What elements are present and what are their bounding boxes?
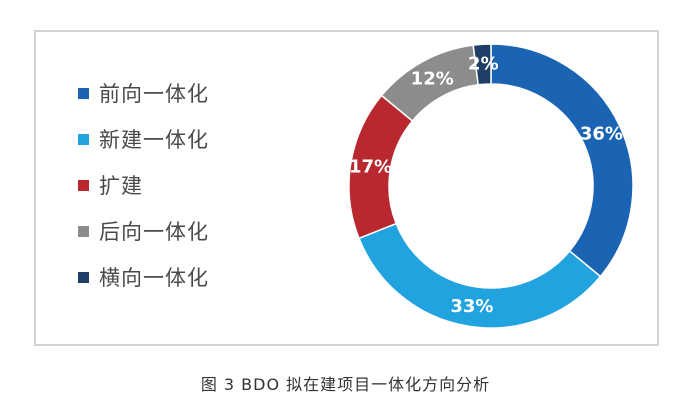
- data-label: 33%: [450, 296, 493, 317]
- data-label: 12%: [411, 69, 454, 90]
- legend-swatch: [78, 225, 89, 237]
- legend-item: 横向一体化: [78, 254, 209, 300]
- legend-swatch: [78, 133, 89, 145]
- legend-swatch: [78, 179, 89, 191]
- donut-slice: [472, 43, 492, 86]
- chart-legend: 前向一体化新建一体化扩建后向一体化横向一体化: [78, 70, 209, 300]
- legend-item: 扩建: [78, 162, 209, 208]
- data-label: 2%: [468, 54, 499, 75]
- donut-slice: [490, 43, 634, 278]
- figure-caption: 图 3 BDO 拟在建项目一体化方向分析: [200, 375, 491, 394]
- legend-label: 后向一体化: [99, 220, 209, 244]
- legend-label: 新建一体化: [99, 128, 209, 152]
- legend-swatch: [78, 87, 89, 99]
- legend-item: 新建一体化: [78, 116, 209, 162]
- data-label: 36%: [580, 124, 623, 145]
- donut-chart: 36% 33% 17% 12% 2%: [348, 43, 634, 329]
- legend-label: 前向一体化: [99, 82, 209, 106]
- legend-label: 横向一体化: [99, 266, 209, 290]
- legend-item: 前向一体化: [78, 70, 209, 116]
- legend-label: 扩建: [99, 174, 143, 198]
- legend-item: 后向一体化: [78, 208, 209, 254]
- data-label: 17%: [349, 156, 392, 177]
- legend-swatch: [78, 271, 89, 283]
